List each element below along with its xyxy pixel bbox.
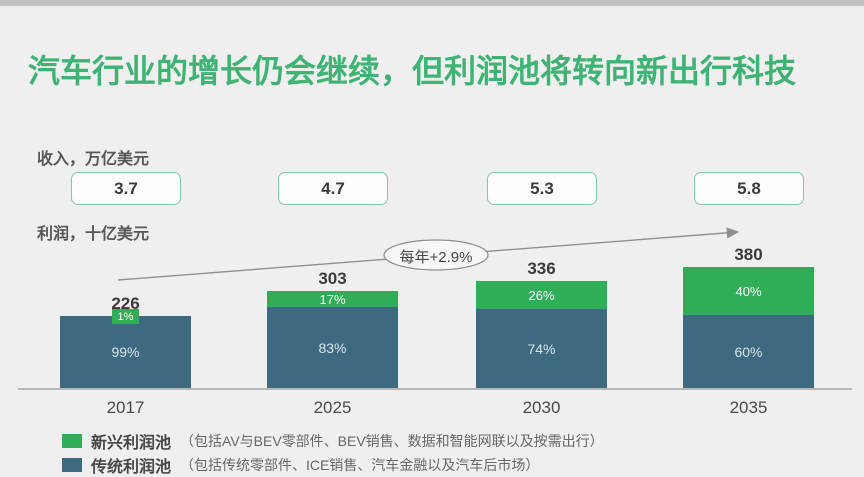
bar-segment-new: 26% <box>476 281 607 309</box>
revenue-box: 3.7 <box>71 172 181 205</box>
top-border <box>0 0 864 6</box>
x-axis-label: 2030 <box>522 398 561 417</box>
revenue-section-label: 收入，万亿美元 <box>37 151 150 168</box>
profit-section-label: 利润，十亿美元 <box>37 226 150 243</box>
x-axis-label: 2035 <box>729 398 768 417</box>
legend-item: 新兴利润池 （包括AV与BEV零部件、BEV销售、数据和智能网联以及按需出行） <box>62 429 604 453</box>
bar-total-label: 380 <box>734 245 763 264</box>
bar-segment-traditional: 74% <box>476 309 607 388</box>
bar-segment-traditional: 60% <box>683 315 814 388</box>
page-title: 汽车行业的增长仍会继续，但利润池将转向新出行科技 <box>28 53 797 89</box>
bar-total-label: 226 <box>111 294 140 313</box>
cagr-annotation: 每年+2.9% <box>399 249 473 266</box>
legend-item: 传统利润池 （包括传统零部件、ICE销售、汽车金融以及汽车后市场） <box>62 453 604 477</box>
legend-description: （包括传统零部件、ICE销售、汽车金融以及汽车后市场） <box>180 457 540 473</box>
legend: 新兴利润池 （包括AV与BEV零部件、BEV销售、数据和智能网联以及按需出行） 传统… <box>62 429 604 477</box>
bar-total-label: 303 <box>318 269 347 288</box>
x-axis-label: 2017 <box>106 398 145 417</box>
bar-segment-new: 1% <box>112 309 139 324</box>
legend-label: 新兴利润池 <box>91 435 172 452</box>
legend-swatch <box>62 458 82 472</box>
x-axis-label: 2025 <box>313 398 352 417</box>
bar-total-label: 336 <box>527 259 556 278</box>
bar-segment-traditional: 99% <box>60 316 191 388</box>
legend-swatch <box>62 434 82 448</box>
x-axis-line <box>18 388 852 390</box>
bar-segment-traditional: 83% <box>267 307 398 388</box>
revenue-box: 5.8 <box>694 172 804 205</box>
legend-label: 传统利润池 <box>91 459 172 476</box>
revenue-box: 4.7 <box>278 172 388 205</box>
legend-description: （包括AV与BEV零部件、BEV销售、数据和智能网联以及按需出行） <box>180 433 604 449</box>
bar-segment-new: 17% <box>267 291 398 307</box>
revenue-box: 5.3 <box>487 172 597 205</box>
bar-segment-new: 40% <box>683 267 814 315</box>
